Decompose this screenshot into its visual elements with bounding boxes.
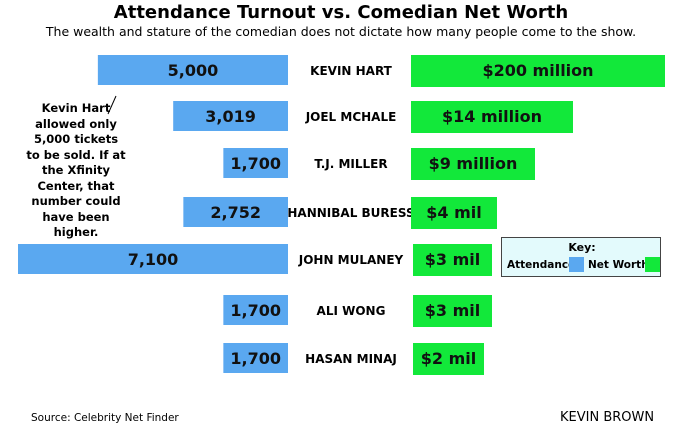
networth-value-label: $3 mil [425, 301, 480, 320]
chart-title: Attendance Turnout vs. Comedian Net Wort… [113, 2, 569, 23]
networth-bar-hasan-minaj [413, 343, 484, 375]
networth-value-label: $4 mil [426, 203, 481, 222]
attendance-value-label: 1,700 [230, 349, 281, 368]
attendance-value-label: 1,700 [230, 154, 281, 173]
networth-bar-ali-wong [413, 295, 492, 327]
legend: Key: Attendance Net Worth [501, 237, 661, 277]
networth-bar-t-j-miller [411, 148, 535, 180]
networth-value-label: $200 million [482, 61, 593, 80]
attendance-bar-kevin-hart [97, 55, 288, 85]
comedian-name-label: JOEL MCHALE [305, 110, 397, 124]
comedian-name-label: HASAN MINAJ [305, 352, 397, 366]
attendance-bar-ali-wong [223, 295, 288, 325]
comedian-name-label: HANNIBAL BURESS [287, 206, 414, 220]
chart-subtitle: The wealth and stature of the comedian d… [45, 24, 637, 39]
attendance-value-label: 2,752 [210, 203, 261, 222]
attendance-value-label: 7,100 [128, 250, 179, 269]
attendance-value-label: 1,700 [230, 301, 281, 320]
networth-value-label: $2 mil [421, 349, 476, 368]
annotation-pointer-line [107, 95, 117, 115]
attendance-bar-hannibal-buress [183, 197, 288, 227]
networth-value-label: $9 million [429, 154, 518, 173]
attendance-value-label: 5,000 [168, 61, 219, 80]
kevin-hart-annotation: Kevin Hart allowed only 5,000 tickets to… [26, 101, 126, 239]
comedian-name-label: T.J. MILLER [314, 157, 387, 171]
networth-bar-hannibal-buress [411, 197, 497, 229]
networth-bar-kevin-hart [411, 55, 665, 87]
networth-value-label: $3 mil [425, 250, 480, 269]
networth-value-label: $14 million [442, 107, 542, 126]
attendance-bar-john-mulaney [18, 244, 288, 274]
comedian-name-label: JOHN MULANEY [298, 253, 404, 267]
legend-attendance-swatch [569, 257, 584, 272]
attendance-value-label: 3,019 [205, 107, 256, 126]
bars-group: 5,000 KEVIN HART $200 million 3,019 JOEL MCH… [18, 55, 665, 375]
source-note: Source: Celebrity Net Finder [31, 412, 179, 424]
attendance-bar-joel-mchale [173, 101, 288, 131]
attendance-bar-hasan-minaj [223, 343, 288, 373]
legend-networth-swatch [645, 257, 660, 272]
author-credit: KEVIN BROWN [560, 410, 655, 425]
networth-bar-john-mulaney [413, 244, 492, 276]
networth-bar-joel-mchale [411, 101, 573, 133]
comedian-name-label: KEVIN HART [310, 64, 393, 78]
comedian-name-label: ALI WONG [317, 304, 386, 318]
legend-title: Key: [568, 241, 596, 254]
legend-networth-label: Net Worth [588, 259, 649, 271]
legend-attendance-label: Attendance [507, 259, 576, 271]
attendance-bar-t-j-miller [223, 148, 288, 178]
